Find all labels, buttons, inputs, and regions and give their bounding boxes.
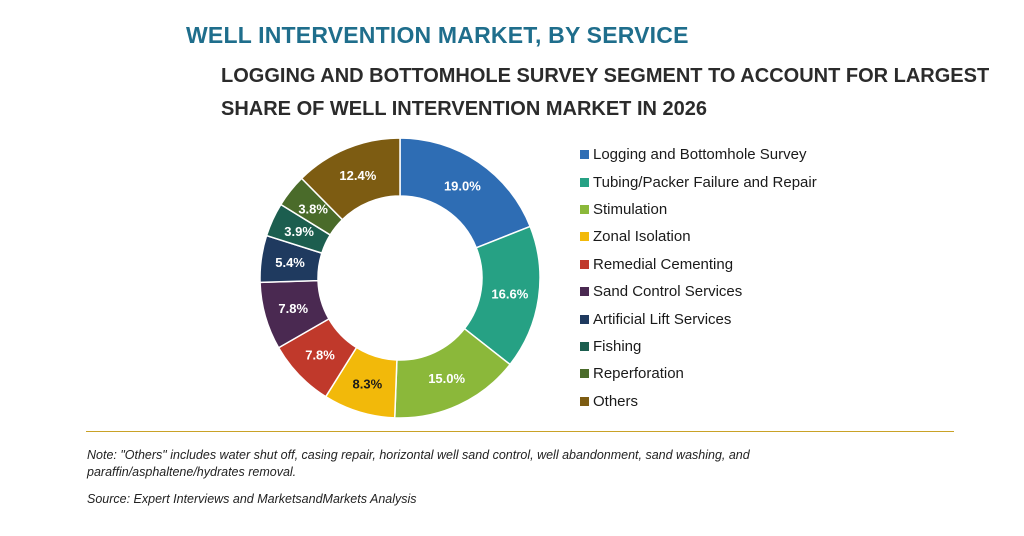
- legend-swatch: [580, 259, 589, 269]
- legend-item: Zonal Isolation: [580, 223, 817, 250]
- slice-label-8: 3.9%: [284, 224, 314, 239]
- legend-label: Reperforation: [593, 365, 684, 383]
- footnote: Note: "Others" includes water shut off, …: [87, 447, 937, 481]
- chart-subtitle: LOGGING AND BOTTOMHOLE SURVEY SEGMENT TO…: [221, 60, 990, 126]
- footnote-line-1: Note: "Others" includes water shut off, …: [87, 448, 750, 462]
- footnote-line-2: paraffin/asphaltene/hydrates removal.: [87, 465, 297, 479]
- legend-swatch: [580, 341, 589, 351]
- donut-chart: 19.0% 16.6% 15.0% 8.3% 7.8% 7.8% 5.4% 3.9% 3.8% 1…: [259, 137, 541, 419]
- donut-slice-10: [300, 137, 401, 221]
- legend-item: Others: [580, 388, 817, 415]
- subtitle-line-1: LOGGING AND BOTTOMHOLE SURVEY SEGMENT TO…: [221, 65, 990, 87]
- legend-label: Remedial Cementing: [593, 255, 734, 273]
- legend-swatch: [580, 314, 589, 324]
- legend-swatch: [580, 177, 589, 187]
- slice-label-6: 7.8%: [278, 301, 308, 316]
- slice-label-1: 19.0%: [444, 179, 481, 194]
- legend-swatch: [580, 150, 589, 160]
- legend-label: Fishing: [593, 337, 642, 355]
- legend-swatch: [580, 396, 589, 406]
- footer-divider: [86, 431, 954, 432]
- legend-label: Artificial Lift Services: [593, 310, 732, 328]
- slice-label-2: 16.6%: [491, 286, 528, 301]
- legend-swatch: [580, 369, 589, 379]
- legend-item: Tubing/Packer Failure and Repair: [580, 168, 817, 195]
- legend-label: Logging and Bottomhole Survey: [593, 146, 807, 164]
- legend-label: Stimulation: [593, 200, 668, 218]
- slice-label-7: 5.4%: [275, 255, 305, 270]
- chart-title: WELL INTERVENTION MARKET, BY SERVICE: [186, 22, 689, 48]
- legend-label: Others: [593, 392, 639, 410]
- slice-label-4: 8.3%: [353, 377, 383, 392]
- legend-label: Tubing/Packer Failure and Repair: [593, 173, 817, 191]
- legend-item: Artificial Lift Services: [580, 305, 817, 332]
- legend-swatch: [580, 232, 589, 242]
- slice-label-10: 12.4%: [339, 168, 376, 183]
- legend-swatch: [580, 204, 589, 214]
- legend-label: Zonal Isolation: [593, 228, 691, 246]
- slice-label-3: 15.0%: [428, 371, 465, 386]
- legend-item: Stimulation: [580, 196, 817, 223]
- legend-item: Reperforation: [580, 360, 817, 387]
- slice-label-9: 3.8%: [298, 201, 328, 216]
- chart-legend: Logging and Bottomhole Survey Tubing/Pack…: [580, 141, 817, 415]
- legend-item: Logging and Bottomhole Survey: [580, 141, 817, 168]
- legend-item: Remedial Cementing: [580, 251, 817, 278]
- legend-item: Sand Control Services: [580, 278, 817, 305]
- legend-swatch: [580, 287, 589, 297]
- subtitle-line-2: SHARE OF WELL INTERVENTION MARKET IN 202…: [221, 98, 707, 120]
- source-note: Source: Expert Interviews and Marketsand…: [87, 492, 417, 506]
- legend-item: Fishing: [580, 333, 817, 360]
- slice-label-5: 7.8%: [305, 347, 335, 362]
- legend-label: Sand Control Services: [593, 283, 743, 301]
